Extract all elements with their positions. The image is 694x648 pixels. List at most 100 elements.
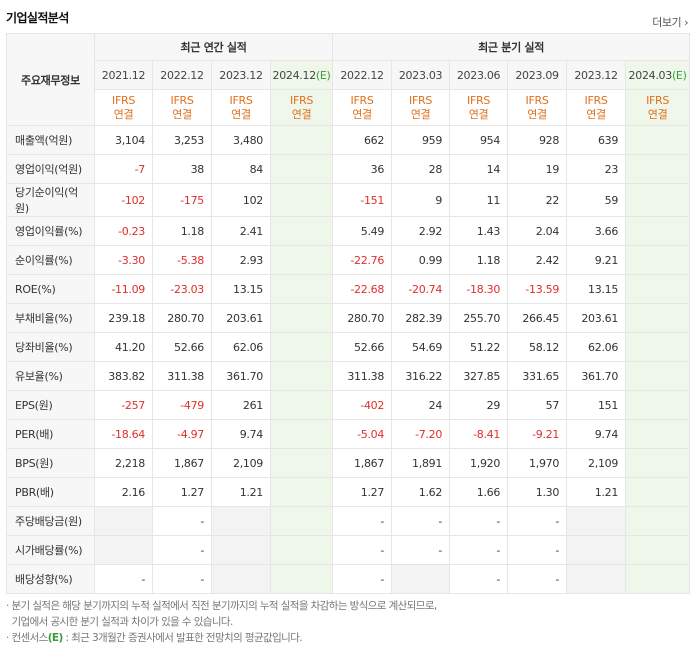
value-cell: 2,109 — [211, 448, 271, 478]
value-cell: 280.70 — [332, 303, 393, 333]
value-cell: 36 — [332, 154, 393, 184]
value-cell: 24 — [391, 390, 451, 420]
value-cell: 311.38 — [152, 361, 212, 391]
value-cell: 1,970 — [507, 448, 568, 478]
value-cell: 52.66 — [152, 332, 212, 362]
basis-header-quarter-0: IFRS 연결 — [332, 89, 393, 126]
value-cell: 280.70 — [152, 303, 212, 333]
table-row: 순이익률(%) -3.30 -5.38 2.93 -22.76 0.99 1.18 2.42 9… — [6, 245, 691, 275]
value-cell: - — [152, 535, 212, 565]
value-cell: 62.06 — [566, 332, 627, 362]
value-cell: - — [507, 535, 568, 565]
row-label: 당기순이익(억원) — [6, 183, 95, 217]
value-cell — [625, 361, 691, 391]
value-cell — [269, 477, 334, 507]
value-cell: -479 — [152, 390, 212, 420]
value-cell: 2.04 — [507, 216, 568, 246]
value-cell — [269, 332, 334, 362]
table-row: 유보율(%) 383.82 311.38 361.70 311.38 316.22 327.… — [6, 361, 691, 391]
value-cell — [269, 535, 334, 565]
value-cell — [211, 535, 271, 565]
value-cell: -22.68 — [332, 274, 393, 304]
row-label: 배당성향(%) — [6, 564, 95, 594]
annual-group-header: 최근 연간 실적 — [93, 33, 334, 61]
value-cell: 2,218 — [94, 448, 153, 478]
value-cell: - — [152, 564, 212, 594]
period-header-quarter-1: 2023.03 — [391, 60, 451, 90]
value-cell: 383.82 — [94, 361, 153, 391]
row-label: 시가배당률(%) — [6, 535, 95, 565]
value-cell: 662 — [332, 125, 393, 155]
value-cell — [625, 419, 691, 449]
value-cell — [625, 390, 691, 420]
basis-header-annual-2: IFRS 연결 — [211, 89, 271, 126]
value-cell: 1,867 — [152, 448, 212, 478]
value-cell: 22 — [507, 183, 568, 217]
basis-header-quarter-5: IFRS 연결 — [625, 89, 691, 126]
value-cell: 331.65 — [507, 361, 568, 391]
value-cell — [269, 154, 334, 184]
period-header-annual-0: 2021.12 — [94, 60, 153, 90]
value-cell: - — [391, 506, 451, 536]
value-cell: -13.59 — [507, 274, 568, 304]
value-cell — [269, 303, 334, 333]
value-cell: 3.66 — [566, 216, 627, 246]
value-cell — [94, 535, 153, 565]
value-cell: 13.15 — [566, 274, 627, 304]
value-cell: 9 — [391, 183, 451, 217]
value-cell — [269, 274, 334, 304]
value-cell: 639 — [566, 125, 627, 155]
estimate-mark: (E) — [47, 632, 64, 644]
basis-header-quarter-1: IFRS 연결 — [391, 89, 451, 126]
value-cell: -20.74 — [391, 274, 451, 304]
row-label: 영업이익(억원) — [6, 154, 95, 184]
table-row: 부채비율(%) 239.18 280.70 203.61 280.70 282.39 255… — [6, 303, 691, 333]
value-cell — [566, 535, 627, 565]
quarter-group-header: 최근 분기 실적 — [332, 33, 691, 61]
more-link-label: 더보기 — [652, 16, 682, 29]
value-cell: 29 — [449, 390, 509, 420]
value-cell: 2.16 — [94, 477, 153, 507]
value-cell: 1.27 — [152, 477, 212, 507]
estimate-mark: (E) — [671, 68, 687, 82]
value-cell: 1.27 — [332, 477, 393, 507]
value-cell: - — [94, 564, 153, 594]
value-cell: 266.45 — [507, 303, 568, 333]
value-cell: 9.74 — [566, 419, 627, 449]
value-cell — [566, 506, 627, 536]
row-label: BPS(원) — [6, 448, 95, 478]
row-label: 유보율(%) — [6, 361, 95, 391]
value-cell — [269, 564, 334, 594]
value-cell — [211, 506, 271, 536]
footnote-2: 기업에서 공시한 분기 실적과 차이가 있을 수 있습니다. — [6, 616, 233, 628]
more-link[interactable]: 더보기 › — [652, 14, 688, 30]
value-cell: -4.97 — [152, 419, 212, 449]
value-cell: - — [449, 535, 509, 565]
value-cell: -7 — [94, 154, 153, 184]
row-label: PER(배) — [6, 419, 95, 449]
row-label: EPS(원) — [6, 390, 95, 420]
value-cell: 1.66 — [449, 477, 509, 507]
value-cell: -11.09 — [94, 274, 153, 304]
value-cell: 3,253 — [152, 125, 212, 155]
value-cell: 1.21 — [211, 477, 271, 507]
value-cell: - — [391, 535, 451, 565]
value-cell: 28 — [391, 154, 451, 184]
value-cell: 1.21 — [566, 477, 627, 507]
value-cell: 1,920 — [449, 448, 509, 478]
value-cell: 261 — [211, 390, 271, 420]
value-cell: 2.41 — [211, 216, 271, 246]
value-cell: -0.23 — [94, 216, 153, 246]
financial-table: 주요재무정보 최근 연간 실적 최근 분기 실적 2021.12 2022.12 2… — [6, 33, 691, 594]
row-label: 영업이익률(%) — [6, 216, 95, 246]
row-label: ROE(%) — [6, 274, 95, 304]
value-cell: -5.38 — [152, 245, 212, 275]
value-cell: -175 — [152, 183, 212, 217]
value-cell — [625, 125, 691, 155]
value-cell: 58.12 — [507, 332, 568, 362]
value-cell — [625, 448, 691, 478]
row-label: PBR(배) — [6, 477, 95, 507]
value-cell: - — [449, 506, 509, 536]
chevron-right-icon: › — [684, 16, 688, 29]
